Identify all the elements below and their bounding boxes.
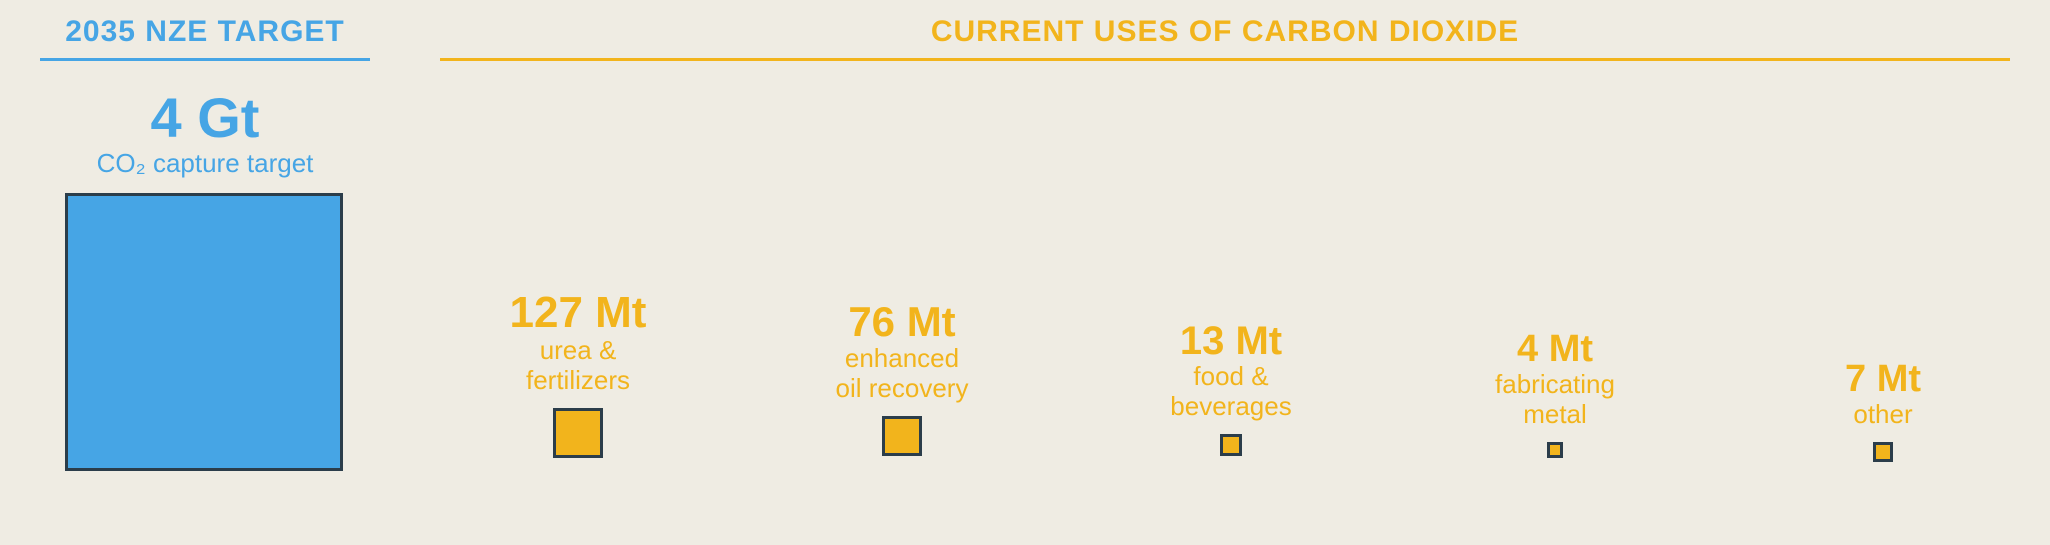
uses-section-underline <box>440 58 2010 61</box>
infographic-root: 2035 NZE TARGET 4 Gt CO₂ capture target … <box>0 0 2050 545</box>
use-value: 7 Mt <box>1758 360 2008 400</box>
use-square <box>553 408 603 458</box>
target-value: 4 Gt <box>40 90 370 146</box>
use-item: 127 Mturea & fertilizers <box>448 290 708 458</box>
use-value: 127 Mt <box>448 290 708 336</box>
target-square <box>65 193 343 471</box>
use-item: 7 Mtother <box>1758 360 2008 462</box>
target-block: 4 Gt CO₂ capture target <box>40 90 370 179</box>
use-label: food & beverages <box>1106 362 1356 422</box>
target-label: CO₂ capture target <box>40 148 370 179</box>
use-value: 76 Mt <box>772 300 1032 344</box>
target-section-title: 2035 NZE TARGET <box>40 15 370 49</box>
use-value: 4 Mt <box>1430 330 1680 370</box>
use-item: 76 Mtenhanced oil recovery <box>772 300 1032 456</box>
uses-section-title: CURRENT USES OF CARBON DIOXIDE <box>440 15 2010 49</box>
use-label: other <box>1758 400 2008 430</box>
use-label: enhanced oil recovery <box>772 344 1032 404</box>
use-label: fabricating metal <box>1430 370 1680 430</box>
target-section-underline <box>40 58 370 61</box>
use-square <box>882 416 922 456</box>
use-square <box>1873 442 1893 462</box>
use-label: urea & fertilizers <box>448 336 708 396</box>
use-item: 4 Mtfabricating metal <box>1430 330 1680 458</box>
use-square <box>1220 434 1242 456</box>
use-square <box>1547 442 1563 458</box>
use-item: 13 Mtfood & beverages <box>1106 320 1356 456</box>
use-value: 13 Mt <box>1106 320 1356 362</box>
